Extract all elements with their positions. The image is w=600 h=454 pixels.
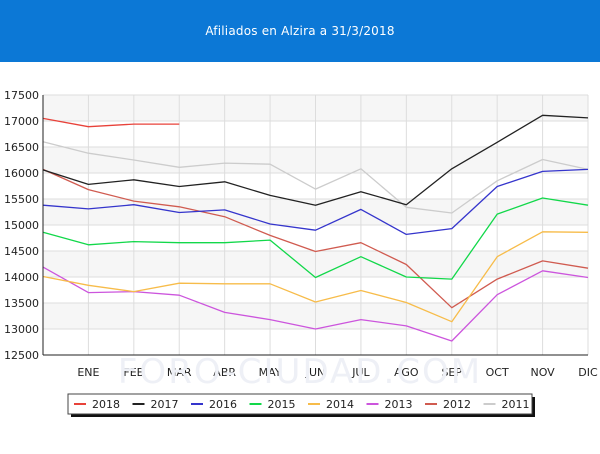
chart-area: 12500 13000 13500 14000 14500 15000 15500 16000… (0, 62, 600, 450)
x-tick-label: ABR (213, 366, 236, 379)
series-line-2014 (42, 231, 589, 323)
y-tick-label: 13000 (4, 323, 39, 336)
y-tick-label: 15000 (4, 219, 39, 232)
legend-label-2014: 2014 (326, 398, 354, 411)
series-line-2016 (42, 168, 589, 236)
y-tick-label: 13500 (4, 297, 39, 310)
x-tick-label: MAR (167, 366, 192, 379)
series-line-2018 (42, 117, 180, 128)
legend-label-2017: 2017 (151, 398, 179, 411)
y-tick-label: 15500 (4, 193, 39, 206)
legend-label-2016: 2016 (209, 398, 237, 411)
y-tick-label: 14500 (4, 245, 39, 258)
watermark: FORO-CIUDAD.COM (118, 352, 482, 392)
x-tick-label: NOV (530, 366, 555, 379)
x-tick-label: MAY (259, 366, 282, 379)
series-line-2015 (42, 197, 589, 280)
chart-header: Afiliados en Alzira a 31/3/2018 (0, 0, 600, 62)
x-tick-label: FEB (123, 366, 144, 379)
x-tick-label: JUN (305, 366, 326, 379)
series-line-2012 (42, 168, 589, 309)
y-tick-label: 17000 (4, 115, 39, 128)
y-tick-label: 16500 (4, 141, 39, 154)
x-tick-label: DIC (578, 366, 598, 379)
legend-label-2018: 2018 (92, 398, 120, 411)
x-tick-label: SEP (441, 366, 462, 379)
y-tick-label: 12500 (4, 349, 39, 362)
x-tick-label: JUL (351, 366, 370, 379)
legend-label-2015: 2015 (268, 398, 296, 411)
line-chart: 12500 13000 13500 14000 14500 15000 15500 16000… (4, 89, 598, 417)
y-tick-label: 14000 (4, 271, 39, 284)
series-line-2011 (42, 141, 589, 214)
chart-title: Afiliados en Alzira a 31/3/2018 (205, 24, 395, 38)
y-tick-label: 16000 (4, 167, 39, 180)
series-line-2017 (42, 114, 589, 206)
y-tick-label: 17500 (4, 89, 39, 102)
legend-label-2012: 2012 (443, 398, 471, 411)
legend-label-2011: 2011 (502, 398, 530, 411)
legend-box (67, 393, 533, 415)
x-tick-label: AGO (394, 366, 419, 379)
x-tick-label: OCT (486, 366, 509, 379)
x-tick-label: ENE (77, 366, 99, 379)
legend-label-2013: 2013 (385, 398, 413, 411)
